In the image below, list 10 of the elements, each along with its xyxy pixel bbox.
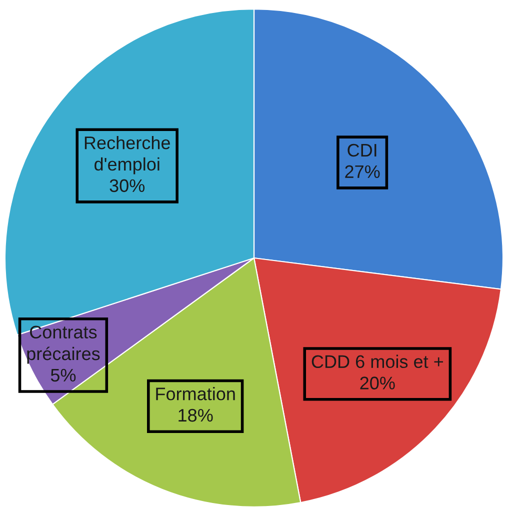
slice-label: CDD 6 mois et + xyxy=(312,354,443,368)
data-label: 5% xyxy=(50,368,76,382)
slice-label: CDI xyxy=(348,144,376,157)
data-label: 20% xyxy=(360,376,395,390)
data-label: 27% xyxy=(345,165,380,178)
data-label: 30% xyxy=(110,179,145,192)
data-label: 18% xyxy=(178,408,213,422)
slice-label: Recherche d'emploi xyxy=(84,136,170,174)
slice-label: Contrats précaires xyxy=(27,326,100,364)
slice-label: Formation xyxy=(156,387,235,400)
